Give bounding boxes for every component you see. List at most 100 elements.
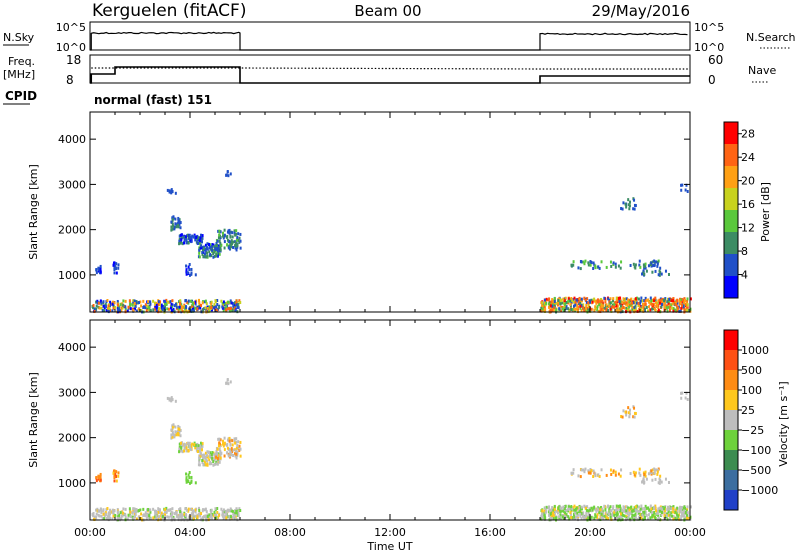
scatter-cell	[649, 308, 652, 312]
scatter-cell	[215, 462, 218, 466]
scatter-cell	[594, 507, 597, 511]
scatter-cell	[229, 451, 232, 455]
scatter-cell	[542, 309, 545, 313]
x-axis-label: Time UT	[366, 540, 412, 553]
scatter-cell	[633, 513, 636, 517]
scatter-cell	[230, 239, 233, 243]
scatter-cell	[188, 268, 191, 272]
scatter-cell	[148, 306, 151, 310]
scatter-cell	[600, 297, 603, 301]
scatter-cell	[602, 304, 605, 308]
scatter-cell	[660, 480, 663, 484]
scatter-cell	[222, 300, 225, 304]
scatter-cell	[567, 297, 570, 301]
scatter-cell	[186, 508, 189, 512]
scatter-cell	[571, 516, 574, 520]
scatter-cell	[174, 430, 177, 434]
scatter-cell	[178, 513, 181, 517]
scatter-cell	[179, 241, 182, 245]
station-title: Kerguelen (fitACF)	[92, 1, 246, 21]
scatter-cell	[124, 305, 127, 309]
scatter-cell	[231, 242, 234, 246]
scatter-cell	[235, 244, 238, 248]
scatter-cell	[587, 469, 590, 473]
scatter-cell	[221, 513, 224, 517]
scatter-cell	[105, 508, 108, 512]
power-frame	[89, 111, 691, 313]
scatter-cell	[663, 513, 666, 517]
scatter-cell	[169, 508, 172, 512]
scatter-cell	[229, 243, 232, 247]
scatter-cell	[116, 303, 119, 307]
scatter-cell	[235, 299, 238, 303]
scatter-cell	[155, 509, 158, 513]
scatter-cell	[211, 451, 214, 455]
scatter-cell	[188, 236, 191, 240]
scatter-cell	[579, 300, 582, 304]
scatter-cell	[232, 240, 235, 244]
scatter-cell	[227, 246, 230, 250]
scatter-cell	[149, 300, 152, 304]
scatter-cell	[621, 300, 624, 304]
scatter-cell	[634, 505, 637, 509]
scatter-cell	[659, 509, 662, 513]
scatter-cell	[612, 262, 615, 266]
scatter-cell	[674, 510, 677, 514]
scatter-cell	[585, 511, 588, 515]
scatter-cell	[612, 470, 615, 474]
scatter-cell	[211, 456, 214, 460]
scatter-cell	[179, 226, 182, 230]
scatter-cell	[659, 505, 662, 509]
scatter-cell	[163, 309, 166, 313]
scatter-cell	[657, 507, 660, 511]
x-tick-label: 12:00	[374, 526, 406, 539]
scatter-cell	[100, 509, 103, 513]
scatter-cell	[547, 298, 550, 302]
scatter-cell	[688, 309, 691, 313]
scatter-cell	[153, 301, 156, 305]
scatter-cell	[185, 268, 188, 272]
scatter-cell	[634, 508, 637, 512]
scatter-cell	[543, 516, 546, 520]
scatter-cell	[654, 477, 657, 481]
scatter-cell	[165, 302, 168, 306]
scatter-cell	[540, 309, 543, 313]
scatter-cell	[228, 309, 231, 313]
x-tick-label: 04:00	[174, 526, 206, 539]
scatter-cell	[548, 300, 551, 304]
scatter-cell	[594, 472, 597, 476]
scatter-cell	[116, 308, 119, 312]
scatter-cell	[172, 423, 175, 427]
scatter-cell	[668, 305, 671, 309]
scatter-cell	[645, 477, 648, 481]
scatter-cell	[234, 233, 237, 237]
scatter-cell	[634, 263, 637, 267]
scatter-cell	[668, 505, 671, 509]
scatter-cell	[614, 517, 617, 521]
scatter-cell	[194, 514, 197, 518]
scatter-cell	[181, 450, 184, 454]
scatter-cell	[118, 517, 121, 521]
scatter-cell	[194, 510, 197, 514]
scatter-cell	[209, 451, 212, 455]
scatter-cell	[644, 302, 647, 306]
scatter-cell	[618, 299, 621, 303]
colorbar-segment	[724, 166, 738, 189]
scatter-cell	[669, 303, 672, 307]
scatter-cell	[611, 305, 614, 309]
scatter-cell	[190, 236, 193, 240]
scatter-cell	[677, 514, 680, 518]
scatter-cell	[605, 515, 608, 519]
scatter-cell	[231, 231, 234, 235]
scatter-cell	[648, 508, 651, 512]
scatter-cell	[233, 437, 236, 441]
scatter-cell	[190, 267, 193, 271]
scatter-cell	[573, 508, 576, 512]
scatter-cell	[632, 207, 635, 211]
scatter-cell	[642, 510, 645, 514]
scatter-cell	[212, 243, 215, 247]
scatter-cell	[688, 517, 691, 521]
scatter-cell	[668, 297, 671, 301]
scatter-cell	[93, 515, 96, 519]
